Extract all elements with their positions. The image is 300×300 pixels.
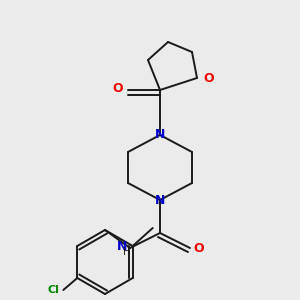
Text: N: N: [117, 241, 127, 254]
Text: H: H: [123, 247, 131, 257]
Text: Cl: Cl: [47, 285, 59, 295]
Text: N: N: [155, 128, 165, 140]
Text: O: O: [204, 71, 214, 85]
Text: O: O: [113, 82, 123, 95]
Text: N: N: [155, 194, 165, 208]
Text: O: O: [194, 242, 204, 254]
